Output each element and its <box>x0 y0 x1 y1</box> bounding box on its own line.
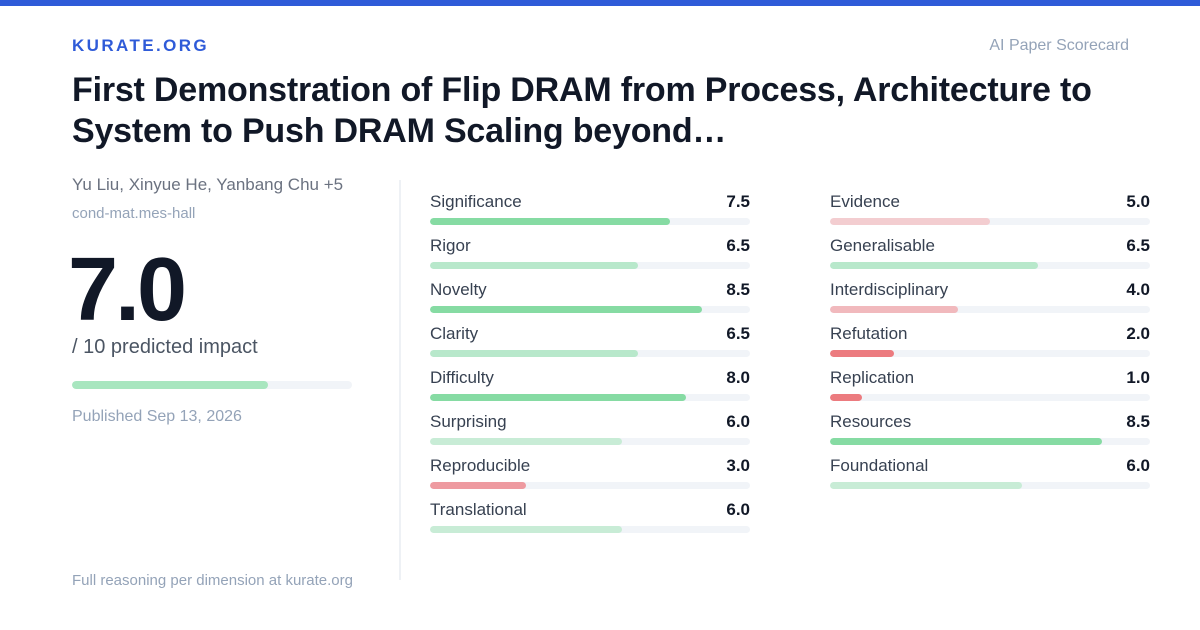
metric-rigor: Rigor 6.5 <box>430 236 750 280</box>
metric-bar-fill <box>430 526 622 533</box>
metric-label: Refutation <box>830 324 908 343</box>
metric-value: 1.0 <box>1126 368 1150 387</box>
metric-value: 5.0 <box>1126 192 1150 211</box>
metric-resources: Resources 8.5 <box>830 412 1150 456</box>
metric-translational: Translational 6.0 <box>430 500 750 544</box>
metric-bar <box>430 526 750 533</box>
metric-generalisable: Generalisable 6.5 <box>830 236 1150 280</box>
metric-label: Foundational <box>830 456 929 475</box>
metric-bar-fill <box>430 306 702 313</box>
metric-bar-fill <box>430 262 638 269</box>
metric-bar-fill <box>830 438 1102 445</box>
metric-value: 3.0 <box>726 456 750 475</box>
brand-logo[interactable]: KURATE.ORG <box>72 36 210 55</box>
metric-value: 6.5 <box>726 236 750 255</box>
metric-bar-fill <box>430 482 526 489</box>
metric-value: 6.5 <box>1126 236 1150 255</box>
metric-value: 8.5 <box>1126 412 1150 431</box>
metric-label: Replication <box>830 368 915 387</box>
metric-bar <box>430 262 750 269</box>
metric-value: 6.5 <box>726 324 750 343</box>
metric-label: Novelty <box>430 280 487 299</box>
tagline: AI Paper Scorecard <box>989 37 1129 54</box>
metric-refutation: Refutation 2.0 <box>830 324 1150 368</box>
metric-bar <box>430 394 750 401</box>
metric-label: Significance <box>430 192 522 211</box>
metric-bar <box>830 350 1150 357</box>
metric-label: Surprising <box>430 412 507 431</box>
metrics-column-right: Evidence 5.0 Generalisable 6.5 Interdiscipli… <box>830 192 1150 500</box>
overall-score-bar <box>72 381 352 389</box>
metric-value: 7.5 <box>726 192 750 211</box>
metric-bar-fill <box>430 394 686 401</box>
summary-panel: Yu Liu, Xinyue He, Yanbang Chu +5 cond-m… <box>68 0 392 630</box>
metric-bar-fill <box>830 394 862 401</box>
vertical-divider <box>399 180 401 580</box>
overall-score-bar-fill <box>72 381 268 389</box>
metrics-column-left: Significance 7.5 Rigor 6.5 Novelty 8.5 Clarity… <box>430 192 750 544</box>
metric-label: Rigor <box>430 236 471 255</box>
metric-value: 6.0 <box>726 500 750 519</box>
published-date: Published Sep 13, 2026 <box>72 408 242 425</box>
overall-score-subtitle: / 10 predicted impact <box>72 336 258 358</box>
metric-value: 8.5 <box>726 280 750 299</box>
metric-bar-fill <box>830 350 894 357</box>
metric-label: Generalisable <box>830 236 935 255</box>
paper-category: cond-mat.mes-hall <box>72 205 196 222</box>
metric-label: Resources <box>830 412 912 431</box>
metric-surprising: Surprising 6.0 <box>430 412 750 456</box>
metric-novelty: Novelty 8.5 <box>430 280 750 324</box>
metric-replication: Replication 1.0 <box>830 368 1150 412</box>
metric-significance: Significance 7.5 <box>430 192 750 236</box>
metric-bar <box>830 482 1150 489</box>
metric-value: 6.0 <box>1126 456 1150 475</box>
metric-bar <box>430 218 750 225</box>
metric-bar-fill <box>430 350 638 357</box>
metric-interdisciplinary: Interdisciplinary 4.0 <box>830 280 1150 324</box>
metric-bar <box>830 262 1150 269</box>
metric-value: 4.0 <box>1126 280 1150 299</box>
metric-label: Clarity <box>430 324 479 343</box>
metric-foundational: Foundational 6.0 <box>830 456 1150 500</box>
overall-score: 7.0 <box>68 240 187 340</box>
metric-value: 6.0 <box>726 412 750 431</box>
metric-bar <box>830 218 1150 225</box>
metric-value: 8.0 <box>726 368 750 387</box>
metric-bar <box>830 394 1150 401</box>
paper-authors: Yu Liu, Xinyue He, Yanbang Chu +5 <box>72 175 344 194</box>
metric-evidence: Evidence 5.0 <box>830 192 1150 236</box>
metric-bar <box>430 482 750 489</box>
metric-bar-fill <box>830 262 1038 269</box>
metric-bar-fill <box>430 218 670 225</box>
metric-bar-fill <box>430 438 622 445</box>
metric-bar <box>430 350 750 357</box>
metric-bar <box>830 438 1150 445</box>
metric-difficulty: Difficulty 8.0 <box>430 368 750 412</box>
metric-reproducible: Reproducible 3.0 <box>430 456 750 500</box>
metric-label: Difficulty <box>430 368 494 387</box>
metric-bar-fill <box>830 218 990 225</box>
metric-bar-fill <box>830 482 1022 489</box>
metric-bar <box>430 306 750 313</box>
metric-clarity: Clarity 6.5 <box>430 324 750 368</box>
metric-label: Interdisciplinary <box>830 280 949 299</box>
metric-label: Translational <box>430 500 527 519</box>
metric-label: Reproducible <box>430 456 531 475</box>
paper-title: First Demonstration of Flip DRAM from Pr… <box>72 71 1092 150</box>
footer-note: Full reasoning per dimension at kurate.o… <box>72 572 353 589</box>
metric-label: Evidence <box>830 192 900 211</box>
top-accent-bar <box>0 0 1200 6</box>
metric-bar <box>430 438 750 445</box>
metric-bar <box>830 306 1150 313</box>
metric-bar-fill <box>830 306 958 313</box>
metric-value: 2.0 <box>1126 324 1150 343</box>
